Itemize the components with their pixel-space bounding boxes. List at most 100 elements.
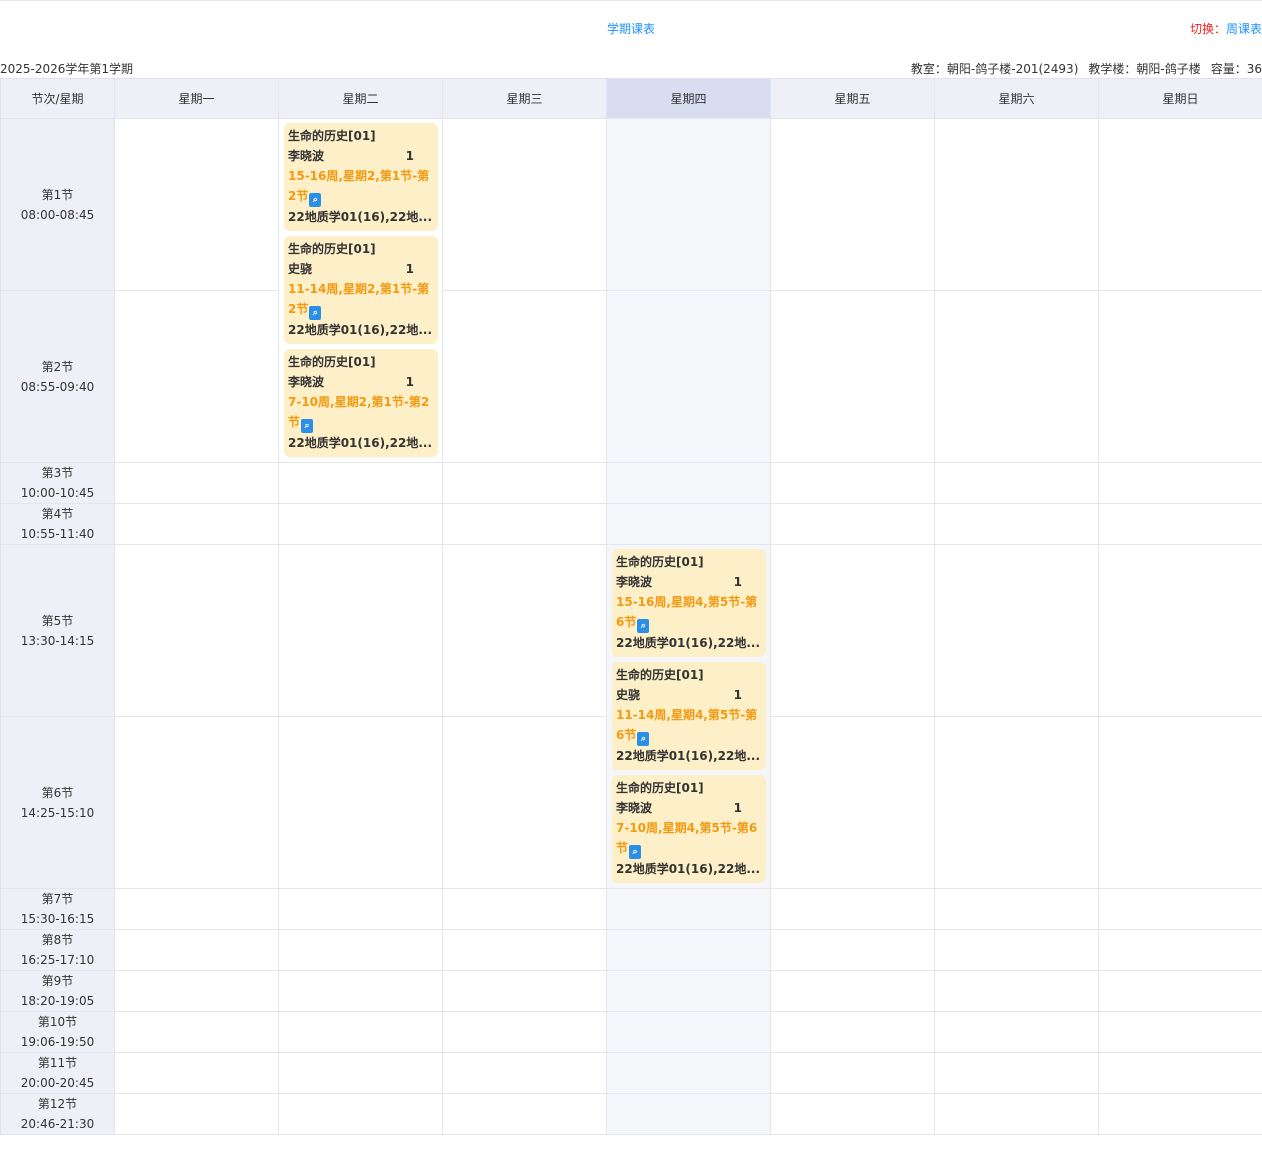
- empty-cell[interactable]: [1099, 717, 1262, 889]
- empty-cell[interactable]: [1099, 463, 1262, 504]
- empty-cell[interactable]: [279, 971, 443, 1012]
- empty-cell[interactable]: [935, 1053, 1099, 1094]
- empty-cell[interactable]: [443, 1053, 607, 1094]
- empty-cell[interactable]: [935, 930, 1099, 971]
- empty-cell[interactable]: [443, 971, 607, 1012]
- empty-cell[interactable]: [1099, 291, 1262, 463]
- empty-cell[interactable]: [607, 1012, 771, 1053]
- empty-cell[interactable]: [115, 463, 279, 504]
- search-document-icon[interactable]: ⌕: [309, 306, 322, 320]
- empty-cell[interactable]: [443, 930, 607, 971]
- search-document-icon[interactable]: ⌕: [637, 732, 650, 746]
- empty-cell[interactable]: [1099, 1094, 1262, 1135]
- empty-cell[interactable]: [115, 717, 279, 889]
- empty-cell[interactable]: [935, 119, 1099, 291]
- empty-cell[interactable]: [279, 1012, 443, 1053]
- empty-cell[interactable]: [935, 504, 1099, 545]
- empty-cell[interactable]: [771, 545, 935, 717]
- empty-cell[interactable]: [279, 717, 443, 889]
- empty-cell[interactable]: [771, 1094, 935, 1135]
- course-card[interactable]: 生命的历史[01] 史骁 1 11-14周,星期2,第1节-第2节 ⌕ 22地质学01(1…: [284, 236, 438, 344]
- empty-cell[interactable]: [115, 1094, 279, 1135]
- search-document-icon[interactable]: ⌕: [301, 419, 314, 433]
- empty-cell[interactable]: [935, 291, 1099, 463]
- empty-cell[interactable]: [607, 971, 771, 1012]
- empty-cell[interactable]: [607, 119, 771, 291]
- empty-cell[interactable]: [115, 504, 279, 545]
- empty-cell[interactable]: [443, 889, 607, 930]
- empty-cell[interactable]: [443, 1012, 607, 1053]
- empty-cell[interactable]: [935, 1094, 1099, 1135]
- empty-cell[interactable]: [443, 545, 607, 717]
- empty-cell[interactable]: [607, 930, 771, 971]
- capacity: 容量：36: [1210, 62, 1262, 76]
- empty-cell[interactable]: [279, 504, 443, 545]
- course-card[interactable]: 生命的历史[01] 李晓波 1 7-10周,星期2,第1节-第2节 ⌕ 22地质学01(1…: [284, 349, 438, 457]
- empty-cell[interactable]: [279, 1094, 443, 1135]
- empty-cell[interactable]: [279, 463, 443, 504]
- empty-cell[interactable]: [607, 1094, 771, 1135]
- course-card[interactable]: 生命的历史[01] 李晓波 1 7-10周,星期4,第5节-第6节 ⌕ 22地质学01(1…: [612, 775, 766, 883]
- course-card[interactable]: 生命的历史[01] 李晓波 1 15-16周,星期2,第1节-第2节 ⌕ 22地质学01(…: [284, 123, 438, 231]
- empty-cell[interactable]: [935, 717, 1099, 889]
- search-document-icon[interactable]: ⌕: [309, 193, 322, 207]
- empty-cell[interactable]: [771, 889, 935, 930]
- empty-cell[interactable]: [1099, 930, 1262, 971]
- empty-cell[interactable]: [115, 971, 279, 1012]
- search-document-icon[interactable]: ⌕: [629, 845, 642, 859]
- empty-cell[interactable]: [607, 1053, 771, 1094]
- empty-cell[interactable]: [115, 545, 279, 717]
- empty-cell[interactable]: [771, 1012, 935, 1053]
- empty-cell[interactable]: [935, 889, 1099, 930]
- course-count: 1: [733, 688, 742, 702]
- empty-cell[interactable]: [935, 1012, 1099, 1053]
- empty-cell[interactable]: [279, 930, 443, 971]
- empty-cell[interactable]: [771, 1053, 935, 1094]
- empty-cell[interactable]: [1099, 119, 1262, 291]
- weekly-schedule-link[interactable]: 周课表: [1225, 22, 1262, 36]
- empty-cell[interactable]: [443, 1094, 607, 1135]
- empty-cell[interactable]: [115, 889, 279, 930]
- empty-cell[interactable]: [607, 291, 771, 463]
- empty-cell[interactable]: [935, 463, 1099, 504]
- empty-cell[interactable]: [115, 291, 279, 463]
- empty-cell[interactable]: [771, 504, 935, 545]
- period-time: 16:25-17:10: [20, 953, 95, 967]
- empty-cell[interactable]: [607, 504, 771, 545]
- course-card[interactable]: 生命的历史[01] 李晓波 1 15-16周,星期4,第5节-第6节 ⌕ 22地质学01(…: [612, 549, 766, 657]
- course-card[interactable]: 生命的历史[01] 史骁 1 11-14周,星期4,第5节-第6节 ⌕ 22地质学01(1…: [612, 662, 766, 770]
- course-count: 1: [405, 262, 414, 276]
- empty-cell[interactable]: [935, 545, 1099, 717]
- empty-cell[interactable]: [443, 504, 607, 545]
- empty-cell[interactable]: [443, 291, 607, 463]
- empty-cell[interactable]: [443, 717, 607, 889]
- empty-cell[interactable]: [771, 291, 935, 463]
- empty-cell[interactable]: [115, 119, 279, 291]
- empty-cell[interactable]: [115, 930, 279, 971]
- empty-cell[interactable]: [115, 1012, 279, 1053]
- empty-cell[interactable]: [443, 119, 607, 291]
- classroom: 教室：朝阳-鸽子楼-201(2493): [910, 62, 1079, 76]
- empty-cell[interactable]: [1099, 1012, 1262, 1053]
- empty-cell[interactable]: [771, 463, 935, 504]
- empty-cell[interactable]: [1099, 504, 1262, 545]
- empty-cell[interactable]: [771, 717, 935, 889]
- teacher-row: 李晓波 1: [288, 146, 434, 166]
- empty-cell[interactable]: [443, 463, 607, 504]
- empty-cell[interactable]: [607, 463, 771, 504]
- empty-cell[interactable]: [1099, 1053, 1262, 1094]
- empty-cell[interactable]: [771, 930, 935, 971]
- empty-cell[interactable]: [607, 889, 771, 930]
- empty-cell[interactable]: [771, 119, 935, 291]
- empty-cell[interactable]: [279, 1053, 443, 1094]
- empty-cell[interactable]: [1099, 545, 1262, 717]
- empty-cell[interactable]: [1099, 971, 1262, 1012]
- view-switch: 切换：周课表: [1190, 20, 1262, 37]
- empty-cell[interactable]: [771, 971, 935, 1012]
- search-document-icon[interactable]: ⌕: [637, 619, 650, 633]
- empty-cell[interactable]: [1099, 889, 1262, 930]
- empty-cell[interactable]: [115, 1053, 279, 1094]
- empty-cell[interactable]: [279, 889, 443, 930]
- empty-cell[interactable]: [935, 971, 1099, 1012]
- empty-cell[interactable]: [279, 545, 443, 717]
